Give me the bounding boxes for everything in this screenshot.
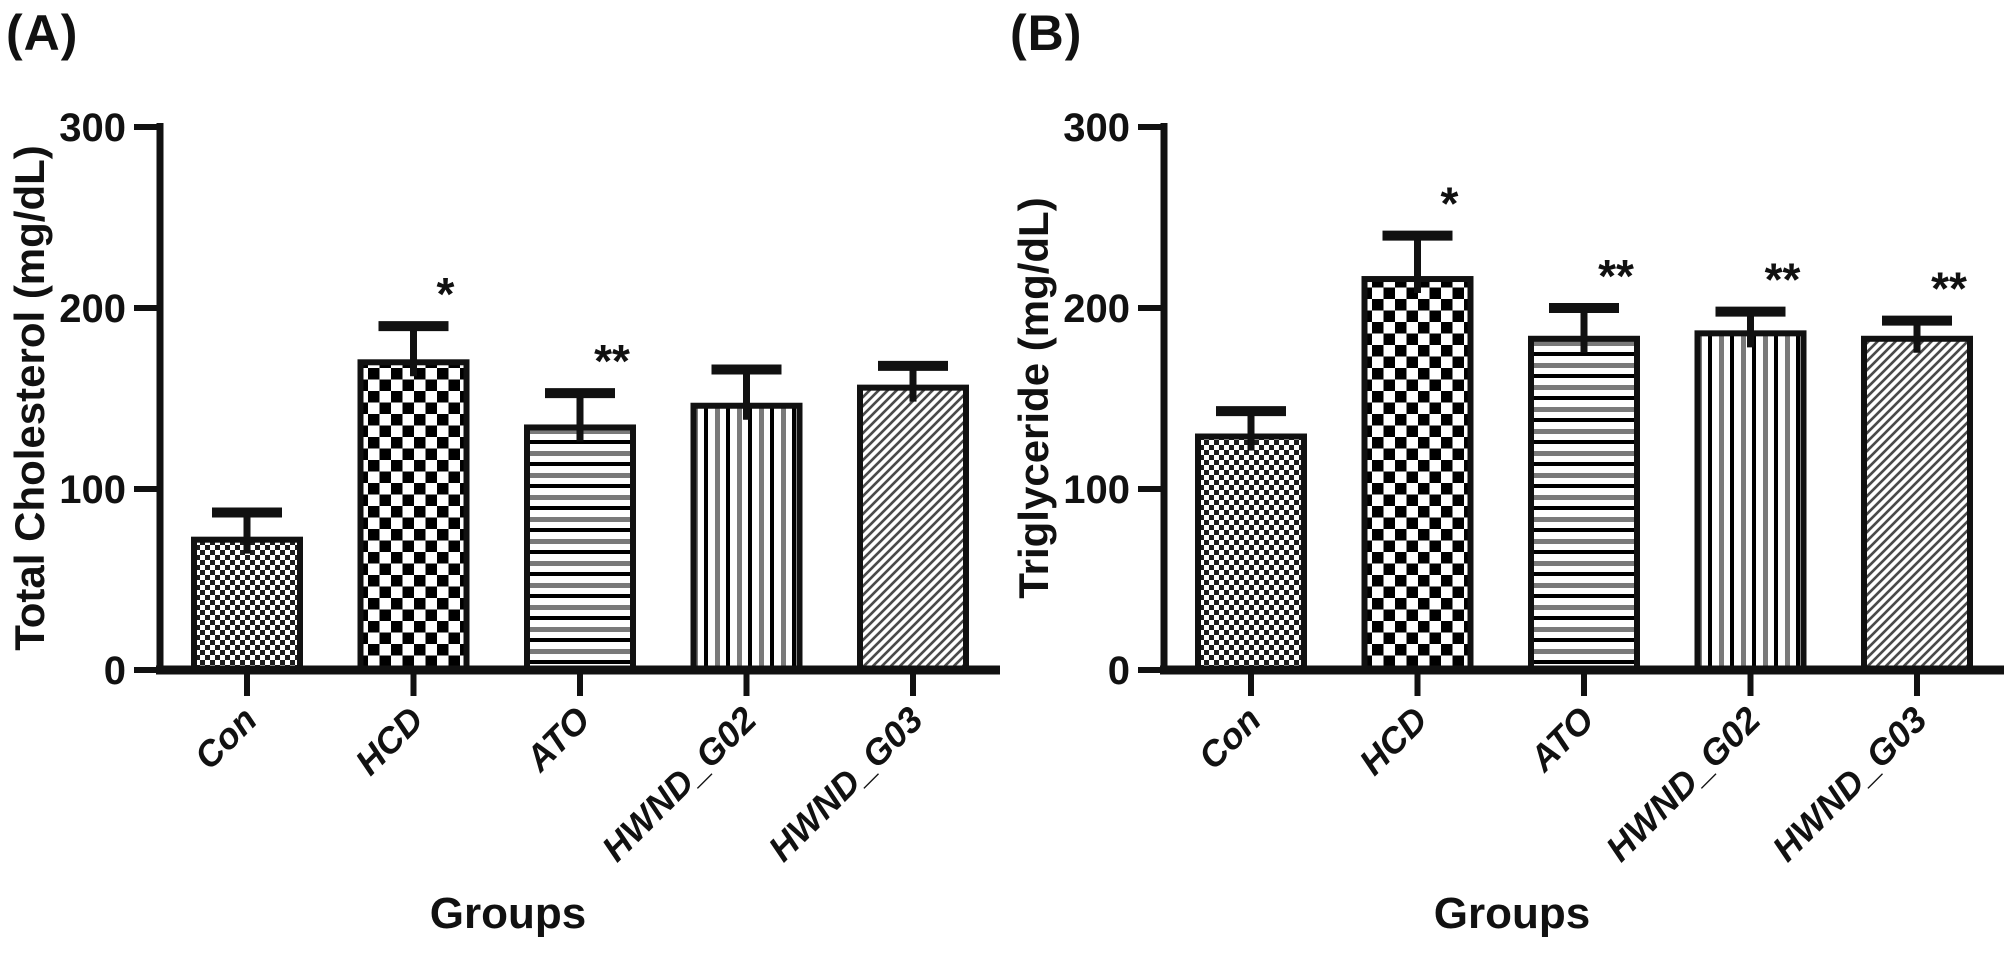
y-tick-label: 200 [1063, 287, 1130, 331]
bar-ato [1528, 335, 1640, 673]
x-tick-label-hwnd_g02: HWND_G02 [1598, 699, 1768, 869]
x-tick-label-ato: ATO [517, 699, 598, 780]
significance-marker-hcd: * [1441, 178, 1459, 230]
y-tick-label: 100 [59, 468, 126, 512]
bar-con [1195, 433, 1307, 674]
bar-hwnd_g03 [1861, 335, 1973, 673]
panel-a: (A) Con * HCD ** ATO HWND_G02 HWND_G03 0 100 200 3… [6, 5, 1000, 938]
bar-ato [524, 424, 636, 673]
y-tick-label: 100 [1063, 468, 1130, 512]
significance-marker-ato: ** [1598, 250, 1634, 302]
panel-b-label: (B) [1010, 5, 1083, 61]
x-tick-label-con: Con [1190, 699, 1268, 777]
y-tick-label: 200 [59, 287, 126, 331]
bar-chart-triglyceride: Con * HCD ** ATO ** HWND_G02 ** HWND_G03 0 100 200 3… [1010, 106, 2004, 938]
significance-marker-hwnd_g02: ** [1765, 254, 1801, 306]
x-axis-title: Groups [430, 889, 586, 938]
y-tick-label: 0 [1108, 649, 1130, 693]
x-tick-label-ato: ATO [1521, 699, 1602, 780]
x-tick-label-hwnd_g03: HWND_G03 [760, 699, 930, 869]
significance-marker-hcd: * [437, 268, 455, 320]
bar-hwnd_g03 [857, 384, 969, 673]
panel-b: (B) Con * HCD ** ATO ** HWND_G02 ** HWND_G03 0 100… [1004, 0, 2008, 964]
y-tick-label: 0 [104, 649, 126, 693]
x-tick-label-hcd: HCD [1351, 699, 1435, 783]
bar-hwnd_g02 [690, 402, 803, 673]
x-tick-label-hwnd_g03: HWND_G03 [1764, 699, 1934, 869]
y-axis-title: Total Cholesterol (mg/dL) [6, 145, 53, 651]
bar-con [191, 536, 303, 673]
panel-a-label: (A) [6, 5, 79, 61]
bar-hwnd_g02 [1694, 330, 1807, 673]
x-axis-title: Groups [1434, 889, 1590, 938]
bar-hcd [357, 359, 470, 673]
x-tick-label-con: Con [186, 699, 264, 777]
y-tick-label: 300 [59, 106, 126, 150]
x-tick-label-hwnd_g02: HWND_G02 [594, 699, 764, 869]
bar-hcd [1361, 276, 1474, 673]
y-tick-label: 300 [1063, 106, 1130, 150]
x-tick-label-hcd: HCD [347, 699, 431, 783]
y-axis-title: Triglyceride (mg/dL) [1010, 197, 1057, 598]
significance-marker-ato: ** [594, 335, 630, 387]
significance-marker-hwnd_g03: ** [1931, 263, 1967, 315]
